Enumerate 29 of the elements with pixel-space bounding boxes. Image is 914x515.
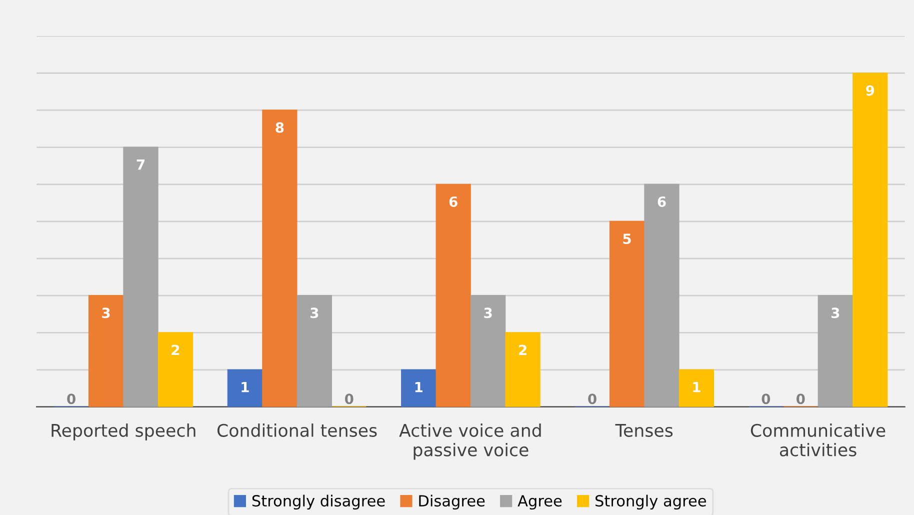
data-label: 6: [658, 196, 666, 207]
data-label: 2: [172, 344, 180, 356]
data-label: 0: [796, 394, 805, 404]
data-label: 1: [693, 382, 700, 392]
data-label: 1: [415, 382, 422, 392]
data-label: 8: [276, 122, 284, 133]
data-label: 0: [762, 394, 770, 404]
legend-label: Disagree: [419, 494, 485, 510]
data-label: 7: [136, 160, 144, 170]
data-label: 3: [831, 308, 840, 318]
x-tick-label: Reported speech: [52, 424, 196, 440]
legend-label: Strongly agree: [596, 494, 706, 510]
x-tick-label: Communicative activities: [750, 424, 886, 456]
data-label: 0: [344, 394, 354, 404]
x-tick-label: Tenses: [615, 424, 673, 437]
data-label: 9: [866, 85, 874, 96]
legend-label: Strongly disagree: [252, 494, 385, 510]
data-label: 2: [519, 344, 526, 356]
data-label: 1: [242, 382, 249, 392]
data-label: 6: [449, 196, 458, 207]
data-label: 0: [588, 394, 596, 404]
data-label: 3: [310, 308, 318, 318]
legend-label: Agree: [518, 495, 562, 510]
data-label: 5: [623, 234, 631, 244]
data-label: 3: [484, 308, 492, 318]
data-label: 3: [102, 308, 110, 318]
x-tick-label: Conditional tenses: [217, 424, 377, 437]
x-tick-label: Active voice and passive voice: [399, 424, 541, 460]
data-label: 0: [67, 394, 76, 404]
